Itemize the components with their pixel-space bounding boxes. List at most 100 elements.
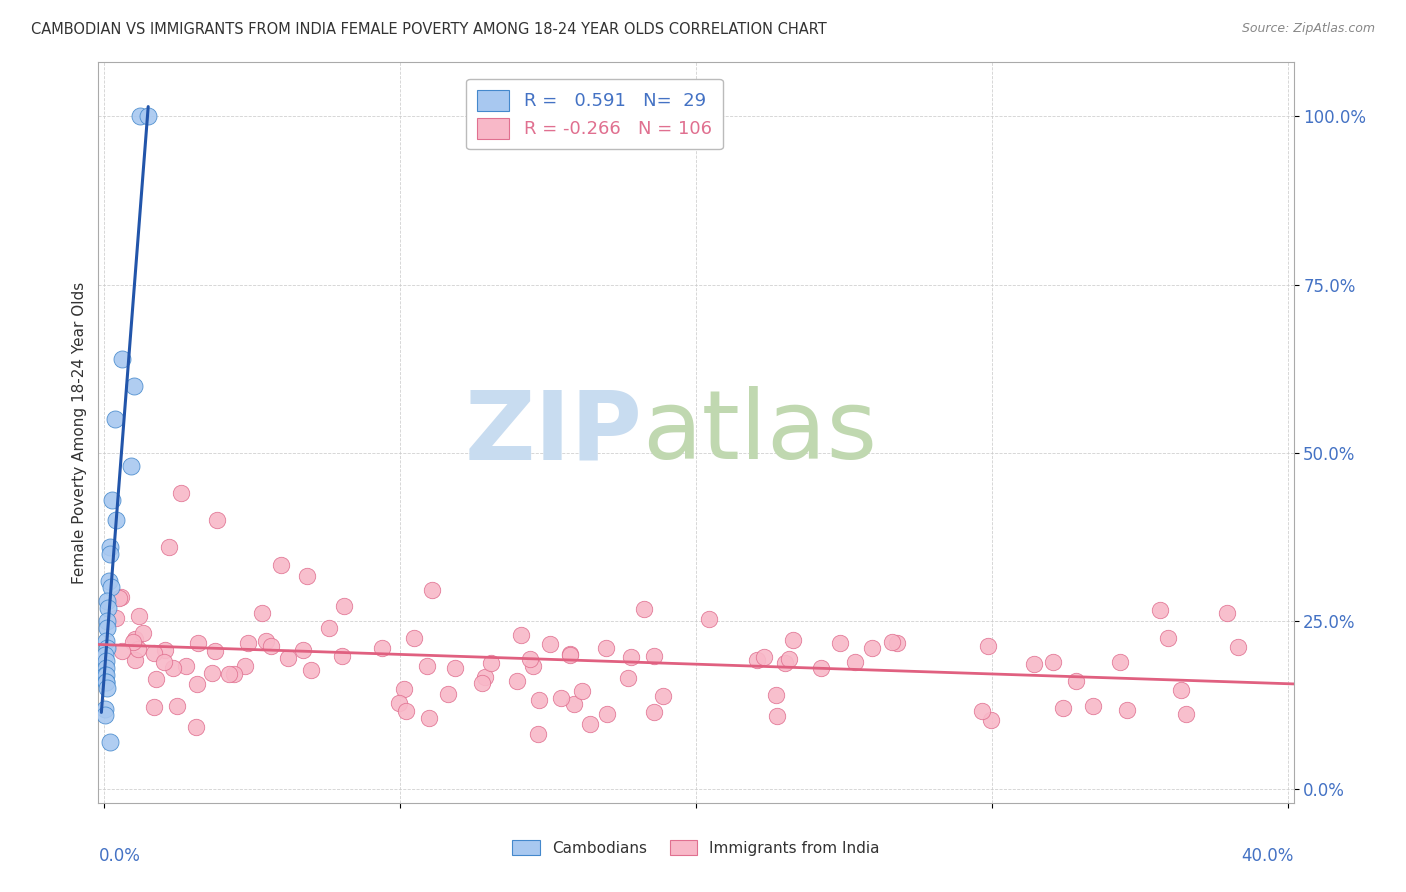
Point <box>100 581 122 595</box>
Point <box>96 674 118 689</box>
Point <box>765 688 787 702</box>
Point <box>318 621 340 635</box>
Text: atlas: atlas <box>643 386 877 479</box>
Point <box>186 721 208 735</box>
Point <box>104 412 127 426</box>
Point <box>236 636 259 650</box>
Point <box>697 612 720 626</box>
Point <box>1156 631 1178 645</box>
Point <box>235 659 257 673</box>
Point <box>157 540 180 554</box>
Point <box>142 699 165 714</box>
Point <box>643 705 665 719</box>
Point <box>1170 682 1192 697</box>
Point <box>330 648 353 663</box>
Point <box>416 659 439 673</box>
Point <box>111 351 134 366</box>
Point <box>270 558 292 572</box>
Point <box>94 655 117 669</box>
Point <box>299 663 322 677</box>
Point <box>810 661 832 675</box>
Point <box>254 633 277 648</box>
Point <box>1109 655 1132 669</box>
Point <box>94 648 117 662</box>
Point <box>98 540 121 554</box>
Point <box>775 656 797 670</box>
Point <box>595 640 617 655</box>
Point <box>388 696 411 710</box>
Point <box>108 591 131 605</box>
Text: ZIP: ZIP <box>464 386 643 479</box>
Point <box>218 667 240 681</box>
Point <box>132 626 155 640</box>
Point <box>120 459 142 474</box>
Point <box>291 643 314 657</box>
Point <box>977 640 1000 654</box>
Point <box>96 594 118 608</box>
Point <box>153 655 176 669</box>
Point <box>128 609 150 624</box>
Point <box>277 650 299 665</box>
Text: 0.0%: 0.0% <box>98 847 141 865</box>
Point <box>333 599 356 613</box>
Point <box>1022 657 1045 672</box>
Point <box>527 693 550 707</box>
Y-axis label: Female Poverty Among 18-24 Year Olds: Female Poverty Among 18-24 Year Olds <box>72 282 87 583</box>
Point <box>124 632 146 646</box>
Point <box>222 667 245 681</box>
Point <box>122 378 145 392</box>
Point <box>98 547 121 561</box>
Point <box>174 658 197 673</box>
Point <box>128 109 150 123</box>
Point <box>828 635 851 649</box>
Point <box>443 661 465 675</box>
Point <box>1175 706 1198 721</box>
Point <box>94 708 117 723</box>
Point <box>94 674 117 689</box>
Legend: Cambodians, Immigrants from India: Cambodians, Immigrants from India <box>506 834 886 862</box>
Text: CAMBODIAN VS IMMIGRANTS FROM INDIA FEMALE POVERTY AMONG 18-24 YEAR OLDS CORRELAT: CAMBODIAN VS IMMIGRANTS FROM INDIA FEMAL… <box>31 22 827 37</box>
Point <box>187 636 209 650</box>
Point <box>519 652 541 666</box>
Point <box>186 677 208 691</box>
Point <box>652 689 675 703</box>
Point <box>470 675 492 690</box>
Point <box>201 665 224 680</box>
Text: Source: ZipAtlas.com: Source: ZipAtlas.com <box>1241 22 1375 36</box>
Point <box>633 601 655 615</box>
Point <box>617 671 640 685</box>
Point <box>94 668 117 682</box>
Point <box>127 641 149 656</box>
Point <box>94 634 117 648</box>
Point <box>1042 655 1064 669</box>
Point <box>252 607 274 621</box>
Point <box>105 611 128 625</box>
Point <box>420 583 443 598</box>
Point <box>765 708 787 723</box>
Point <box>97 600 120 615</box>
Point <box>136 109 159 123</box>
Point <box>260 640 283 654</box>
Point <box>479 656 502 670</box>
Point <box>371 640 394 655</box>
Point <box>145 672 167 686</box>
Point <box>96 614 118 628</box>
Text: 40.0%: 40.0% <box>1241 847 1294 865</box>
Point <box>100 492 122 507</box>
Point <box>97 574 120 588</box>
Point <box>747 653 769 667</box>
Point <box>98 735 121 749</box>
Point <box>205 513 228 527</box>
Point <box>437 687 460 701</box>
Point <box>1216 606 1239 620</box>
Point <box>474 670 496 684</box>
Point <box>1226 640 1249 654</box>
Point <box>395 705 418 719</box>
Point <box>166 698 188 713</box>
Point <box>124 653 146 667</box>
Point <box>96 640 118 655</box>
Point <box>527 727 550 741</box>
Point <box>142 646 165 660</box>
Point <box>94 668 117 682</box>
Point <box>162 661 184 675</box>
